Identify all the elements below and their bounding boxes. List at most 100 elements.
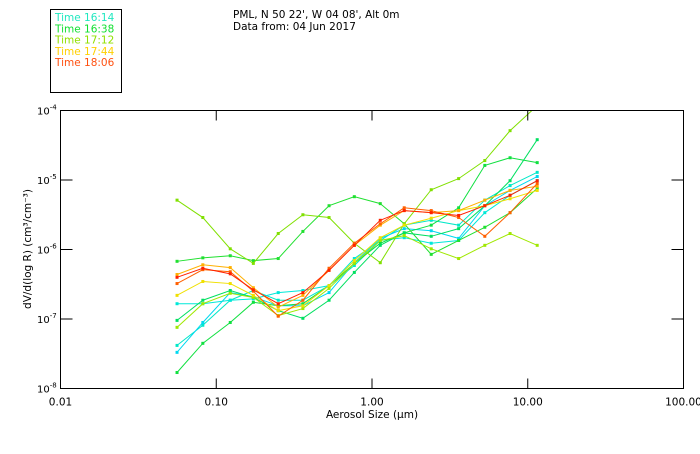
data-point (201, 341, 205, 345)
data-point (175, 282, 179, 286)
series-line (176, 171, 538, 346)
data-point (228, 289, 232, 293)
data-point (483, 204, 487, 208)
data-point (535, 184, 539, 188)
y-axis-label: dV/d(log R) (cm³/cm⁻³) (22, 189, 34, 309)
data-point (378, 243, 382, 247)
data-point (429, 218, 433, 222)
header-date: Data from: 04 Jun 2017 (233, 21, 356, 33)
data-point (175, 343, 179, 347)
x-tick-label: 10.00 (513, 397, 543, 409)
y-tick-label: 10-4 (37, 104, 57, 118)
data-point (301, 213, 305, 217)
data-point (535, 138, 539, 142)
data-point (352, 241, 356, 245)
data-point (429, 188, 433, 192)
legend-entry: Time 16:38 (54, 23, 114, 35)
series-7 (175, 110, 533, 265)
data-point (276, 291, 280, 295)
data-point (429, 216, 433, 220)
data-point (402, 209, 406, 213)
data-point (301, 307, 305, 311)
x-tick-label: 1.00 (360, 397, 383, 409)
data-point (508, 211, 512, 215)
data-point (378, 236, 382, 240)
data-point (276, 314, 280, 318)
data-point (429, 211, 433, 215)
data-point (201, 256, 205, 260)
data-point (535, 188, 539, 192)
data-point (352, 263, 356, 267)
data-point (508, 156, 512, 160)
data-point (228, 320, 232, 324)
data-point (276, 257, 280, 261)
data-point (327, 284, 331, 288)
series-5 (175, 186, 539, 263)
data-point (327, 286, 331, 290)
data-point (378, 202, 382, 206)
data-point (429, 241, 433, 245)
data-point (228, 298, 232, 302)
data-point (378, 218, 382, 222)
data-point (251, 295, 255, 299)
data-point (508, 184, 512, 188)
data-point (508, 179, 512, 183)
data-point (301, 291, 305, 295)
data-point (457, 257, 461, 261)
data-point (228, 272, 232, 276)
data-point (301, 229, 305, 233)
data-point (535, 161, 539, 165)
data-point (201, 266, 205, 270)
header-site: PML, N 50 22', W 04 08', Alt 0m (233, 9, 400, 21)
data-point (535, 175, 539, 179)
data-point (201, 323, 205, 327)
data-point (276, 305, 280, 309)
data-point (457, 223, 461, 227)
data-point (228, 254, 232, 258)
legend-entry: Time 17:12 (54, 35, 114, 47)
data-point (429, 234, 433, 238)
data-point (352, 261, 356, 265)
data-point (301, 298, 305, 302)
data-point (175, 198, 179, 202)
legend-box (50, 9, 122, 93)
x-tick-label: 100.00 (665, 397, 700, 409)
x-axis-label: Aerosol Size (μm) (326, 409, 418, 421)
y-tick-label: 10-5 (37, 173, 57, 187)
data-point (276, 232, 280, 236)
data-point (175, 325, 179, 329)
series-12 (175, 179, 539, 306)
data-point (327, 216, 331, 220)
data-point (402, 223, 406, 227)
data-point (402, 231, 406, 235)
data-point (327, 291, 331, 295)
data-point (301, 289, 305, 293)
legend-entry: Time 17:44 (54, 46, 115, 58)
data-point (201, 320, 205, 324)
data-point (352, 270, 356, 274)
data-point (402, 206, 406, 210)
data-point (175, 302, 179, 306)
y-tick-label: 10-8 (37, 382, 57, 396)
axes: 0.01 0.10 1.00 10.00 100.00 10-4 10-5 10-6 10-7 1… (37, 104, 700, 409)
data-point (251, 300, 255, 304)
data-point (402, 234, 406, 238)
data-point (276, 298, 280, 302)
data-point (301, 302, 305, 306)
data-point (201, 298, 205, 302)
data-point (457, 216, 461, 220)
data-point (457, 213, 461, 217)
data-point (352, 195, 356, 199)
data-point (301, 304, 305, 308)
series-line (176, 180, 538, 305)
data-point (251, 293, 255, 297)
data-point (175, 259, 179, 263)
data-point (483, 159, 487, 163)
data-point (508, 129, 512, 133)
data-point (251, 286, 255, 290)
data-point (327, 204, 331, 208)
data-point (535, 186, 539, 190)
data-point (378, 238, 382, 242)
data-point (175, 350, 179, 354)
